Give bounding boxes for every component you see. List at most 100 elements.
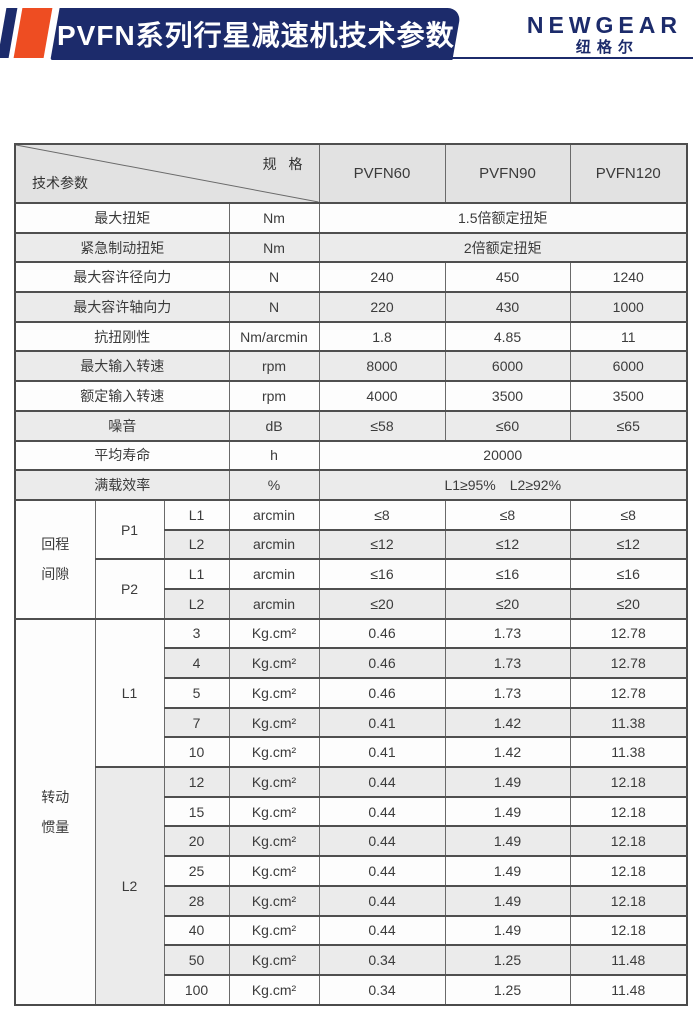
table-row: 满载效率 % L1≥95% L2≥92% (14, 469, 688, 501)
value-cell: ≤12 (318, 528, 446, 560)
value-cell: 12.18 (569, 766, 688, 798)
stage-cell: L1 (163, 498, 230, 531)
value-cell: 0.46 (318, 677, 446, 709)
grade-cell: P2 (94, 558, 165, 620)
unit-cell: Kg.cm² (228, 677, 320, 709)
ratio-cell: 3 (163, 617, 230, 649)
stage-group-cell: L1 (94, 617, 165, 768)
table-row: 28 Kg.cm² 0.44 1.49 12.18 (15, 884, 688, 916)
value-cell: ≤60 (444, 409, 571, 441)
value-cell: 8000 (318, 350, 446, 382)
brand-logo-en: NEWGEAR (526, 12, 682, 38)
value-cell: 4000 (318, 380, 446, 412)
table-row: 最大输入转速 rpm 8000 6000 6000 (14, 350, 688, 382)
value-cell: 11.38 (569, 736, 688, 768)
unit-cell: rpm (228, 350, 320, 382)
value-cell: 12.18 (569, 795, 688, 827)
param-cell: 最大扭矩 (14, 202, 230, 234)
unit-cell: Kg.cm² (228, 884, 320, 916)
value-cell: 1240 (569, 261, 688, 293)
diagonal-divider (16, 145, 319, 202)
stage-cell: L1 (163, 558, 230, 590)
unit-cell: Kg.cm² (228, 825, 320, 857)
value-cell: 0.44 (318, 855, 446, 887)
value-cell: 12.18 (569, 914, 688, 946)
value-cell: 12.78 (569, 617, 688, 649)
table-row: P2 L1 arcmin ≤16 ≤16 ≤16 (15, 558, 688, 620)
unit-cell: Kg.cm² (228, 766, 320, 798)
unit-cell: arcmin (228, 587, 320, 620)
value-cell: 0.41 (318, 706, 446, 738)
table-row: 最大容许径向力 N 240 450 1240 (14, 261, 688, 293)
value-cell: 1.73 (444, 677, 571, 709)
table-row: 额定输入转速 rpm 4000 3500 3500 (14, 380, 688, 412)
table-row: 7 Kg.cm² 0.41 1.42 11.38 (15, 706, 688, 738)
value-cell: 12.18 (569, 855, 688, 887)
spec-table: 规 格 技术参数 PVFN60 PVFN90 PVFN120 最大扭矩 Nm 1… (14, 143, 688, 1006)
value-cell: 2倍额定扭矩 (318, 231, 688, 263)
value-cell: ≤8 (318, 498, 446, 531)
header-divider (437, 57, 693, 59)
value-cell: 1.49 (444, 795, 571, 827)
param-cell: 噪音 (14, 409, 230, 441)
param-cell: 紧急制动扭矩 (14, 231, 230, 263)
model-header: PVFN60 (318, 143, 446, 204)
table-header-row: 规 格 技术参数 PVFN60 PVFN90 PVFN120 (14, 143, 688, 204)
value-cell: ≤16 (569, 558, 688, 590)
value-cell: 0.46 (318, 647, 446, 679)
value-cell: 1.49 (444, 855, 571, 887)
unit-cell: Nm (228, 231, 320, 263)
value-cell: ≤20 (444, 587, 571, 620)
ratio-cell: 100 (163, 973, 230, 1006)
value-cell: 240 (318, 261, 446, 293)
value-cell: ≤8 (444, 498, 571, 531)
table-row: 5 Kg.cm² 0.46 1.73 12.78 (15, 677, 688, 709)
group-cell-inertia: 转动 惯量 (14, 617, 96, 1006)
unit-cell: Nm/arcmin (228, 320, 320, 352)
param-cell: 最大容许轴向力 (14, 291, 230, 323)
ratio-cell: 28 (163, 884, 230, 916)
grade-cell: P1 (94, 498, 165, 560)
table-row: 最大扭矩 Nm 1.5倍额定扭矩 (14, 202, 688, 234)
param-cell: 最大容许径向力 (14, 261, 230, 293)
unit-cell: Kg.cm² (228, 914, 320, 946)
param-cell: 满载效率 (14, 469, 230, 501)
stage-cell: L2 (163, 587, 230, 620)
unit-cell: N (228, 291, 320, 323)
value-cell: ≤16 (318, 558, 446, 590)
table-row: 转动 惯量 L1 3 Kg.cm² 0.46 1.73 12.78 (14, 617, 688, 1006)
param-cell: 最大输入转速 (14, 350, 230, 382)
unit-cell: N (228, 261, 320, 293)
param-cell: 平均寿命 (14, 439, 230, 471)
ratio-cell: 7 (163, 706, 230, 738)
value-cell: 430 (444, 291, 571, 323)
unit-cell: % (228, 469, 320, 501)
value-cell: ≤20 (569, 587, 688, 620)
value-cell: 20000 (318, 439, 688, 471)
value-cell: 1.8 (318, 320, 446, 352)
unit-cell: dB (228, 409, 320, 441)
value-cell: ≤12 (569, 528, 688, 560)
value-cell: 12.18 (569, 825, 688, 857)
ratio-cell: 12 (163, 766, 230, 798)
table-row: 25 Kg.cm² 0.44 1.49 12.18 (15, 855, 688, 887)
value-cell: 3500 (444, 380, 571, 412)
value-cell: 12.78 (569, 677, 688, 709)
unit-cell: Kg.cm² (228, 795, 320, 827)
unit-cell: Nm (228, 202, 320, 234)
page-header: PVFN系列行星减速机技术参数 NEWGEAR 纽格尔 (0, 0, 700, 80)
ratio-cell: 20 (163, 825, 230, 857)
page-title: PVFN系列行星减速机技术参数 (57, 20, 455, 51)
value-cell: 220 (318, 291, 446, 323)
table-row: L2 12 Kg.cm² 0.44 1.49 12.18 (15, 766, 688, 1006)
value-cell: 12.78 (569, 647, 688, 679)
stage-group-cell: L2 (94, 766, 165, 1006)
ratio-cell: 50 (163, 944, 230, 976)
value-cell: 11.48 (569, 973, 688, 1006)
unit-cell: Kg.cm² (228, 647, 320, 679)
unit-cell: Kg.cm² (228, 617, 320, 649)
param-cell: 抗扭刚性 (14, 320, 230, 352)
ratio-cell: 5 (163, 677, 230, 709)
unit-cell: Kg.cm² (228, 706, 320, 738)
value-cell: ≤65 (569, 409, 688, 441)
